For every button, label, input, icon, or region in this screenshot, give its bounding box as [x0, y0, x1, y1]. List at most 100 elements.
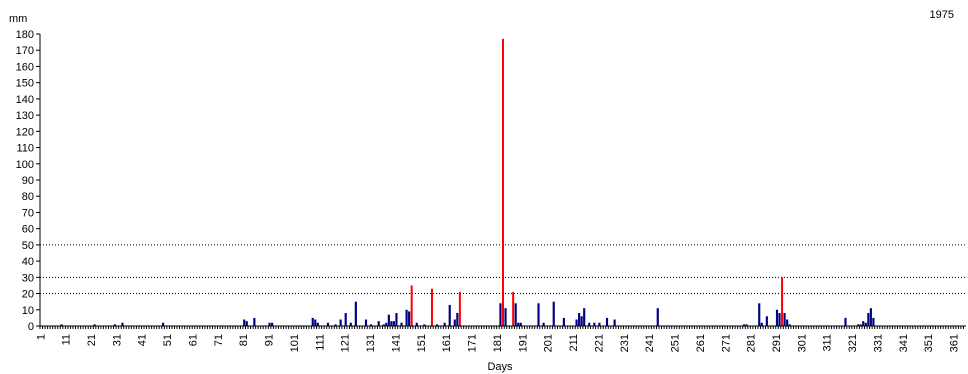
bar-day-294 [783, 313, 786, 326]
bar-day-217 [588, 322, 591, 326]
bar-day-117 [334, 324, 337, 326]
bar-day-213 [578, 313, 581, 326]
y-tick-label-30: 30 [22, 272, 34, 284]
bar-day-164 [453, 319, 456, 326]
bar-day-121 [344, 313, 347, 326]
bar-day-91 [268, 322, 271, 326]
x-tick-label-251: 251 [670, 334, 682, 352]
x-tick-label-151: 151 [416, 334, 428, 352]
bar-day-114 [326, 322, 330, 326]
bar-day-119 [339, 319, 342, 326]
bar-day-160 [443, 322, 446, 326]
x-tick-label-301: 301 [796, 334, 808, 352]
bar-day-327 [867, 313, 870, 326]
x-tick-label-91: 91 [264, 334, 276, 346]
bar-day-189 [517, 322, 520, 326]
x-tick-label-1: 1 [35, 334, 47, 340]
y-tick-label-60: 60 [22, 224, 34, 236]
y-tick-label-70: 70 [22, 207, 34, 219]
bar-day-214 [580, 316, 583, 326]
bar-day-244 [656, 308, 659, 326]
bar-day-190 [519, 322, 522, 326]
bar-day-131 [369, 324, 373, 326]
bar-day-295 [786, 319, 789, 326]
bar-day-328 [869, 308, 872, 326]
x-tick-label-271: 271 [720, 334, 732, 352]
bar-day-184 [504, 308, 507, 326]
bar-day-278 [742, 324, 746, 326]
x-tick-label-131: 131 [365, 334, 377, 352]
bar-day-108 [311, 317, 314, 326]
bar-day-85 [253, 317, 256, 326]
bar-day-291 [775, 309, 779, 326]
bar-day-287 [765, 316, 768, 326]
bar-day-182 [499, 303, 502, 326]
y-tick-label-40: 40 [22, 256, 34, 268]
x-axis: 1 11 21 31 41 51 61 71 81 91 101 111 121 131 141 151 161… [35, 325, 966, 352]
x-tick-label-241: 241 [644, 334, 656, 352]
x-tick-label-181: 181 [492, 334, 504, 352]
x-tick-label-111: 111 [314, 334, 326, 351]
bar-day-188 [514, 303, 517, 326]
bar-day-110 [316, 322, 319, 326]
bar-day-145 [405, 309, 408, 326]
bar-day-323 [857, 324, 860, 326]
bar-day-138 [387, 314, 390, 326]
bar-day-123 [349, 322, 352, 326]
x-tick-label-341: 341 [898, 334, 910, 352]
bar-day-92 [271, 322, 274, 326]
x-tick-label-141: 141 [390, 334, 402, 352]
y-tick-label-170: 170 [16, 45, 34, 57]
bar-day-215 [583, 308, 586, 326]
y-tick-label-90: 90 [22, 175, 34, 187]
bar-day-49 [161, 322, 165, 326]
bar-day-183 [502, 38, 504, 326]
x-tick-label-31: 31 [111, 334, 123, 346]
bar-day-9 [60, 324, 63, 326]
bar-day-162 [448, 304, 451, 326]
bar-day-166 [458, 291, 461, 326]
bar-day-203 [552, 301, 555, 326]
bar-day-212 [575, 319, 578, 326]
y-tick-label-20: 20 [22, 289, 34, 301]
x-tick-label-211: 211 [568, 334, 580, 352]
x-tick-label-171: 171 [467, 334, 479, 352]
bar-day-152 [423, 324, 426, 326]
y-tick-label-130: 130 [16, 110, 34, 122]
x-tick-label-21: 21 [86, 334, 98, 346]
bar-day-109 [314, 319, 317, 326]
bar-day-157 [435, 324, 439, 326]
x-tick-label-331: 331 [872, 334, 884, 352]
bar-day-155 [430, 288, 433, 326]
bar-day-199 [542, 322, 545, 326]
x-tick-label-11: 11 [61, 334, 73, 345]
bar-day-147 [410, 285, 413, 326]
bar-day-82 [245, 321, 248, 326]
y-tick-label-120: 120 [16, 126, 34, 138]
bar-day-81 [243, 319, 246, 326]
x-tick-label-71: 71 [213, 334, 225, 346]
y-tick-label-150: 150 [16, 78, 34, 90]
bar-day-30 [113, 324, 116, 326]
y-tick-label-110: 110 [16, 143, 34, 155]
bar-day-140 [392, 321, 395, 326]
bar-day-324 [859, 324, 862, 326]
bar-day-137 [385, 322, 388, 326]
bar-day-284 [758, 303, 761, 326]
x-tick-label-311: 311 [822, 334, 834, 352]
x-tick-label-261: 261 [695, 334, 707, 352]
x-tick-label-361: 361 [949, 334, 961, 352]
bar-day-197 [537, 303, 540, 326]
bars-group [60, 38, 875, 326]
y-tick-label-160: 160 [16, 61, 34, 73]
bar-day-141 [395, 313, 398, 326]
bar-day-227 [613, 319, 616, 326]
bar-day-296 [788, 324, 791, 326]
x-tick-label-41: 41 [137, 334, 149, 346]
x-tick-label-51: 51 [162, 334, 174, 346]
x-tick-label-81: 81 [238, 334, 250, 346]
x-tick-label-221: 221 [593, 334, 605, 352]
y-axis-unit-label: mm [9, 13, 27, 25]
x-tick-label-161: 161 [441, 334, 453, 352]
bar-day-165 [456, 313, 459, 326]
